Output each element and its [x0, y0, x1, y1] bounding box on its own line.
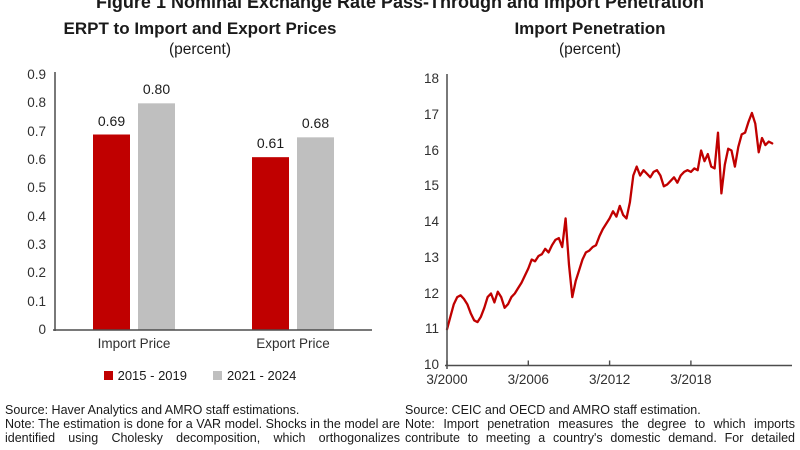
bar-y-tick-label: 0.9 [27, 67, 46, 82]
figure-title: Figure 1 Nominal Exchange Rate Pass-Thro… [95, 0, 705, 12]
bar-y-tick-label: 0.2 [27, 265, 46, 281]
category-label: Import Price [97, 336, 171, 351]
bar-y-tick-label: 0.6 [27, 152, 46, 167]
line-x-tick-label: 3/2006 [507, 372, 549, 387]
bar-y-tick-label: 0.8 [27, 95, 46, 111]
legend-swatch-red [103, 371, 113, 380]
bar-gray-0 [138, 103, 175, 330]
bar-y-tick-label: 0.7 [27, 123, 46, 139]
right-chart-title: Import Penetration [514, 19, 666, 38]
bar-value-label: 0.80 [142, 81, 171, 98]
line-y-tick-label: 15 [423, 178, 439, 194]
line-y-tick-label: 17 [423, 106, 439, 122]
bar-red-0 [93, 134, 130, 330]
category-label: Export Price [256, 336, 330, 351]
left-chart-subtitle: (percent) [168, 41, 232, 58]
bar-gray-1 [297, 137, 334, 330]
line-x-tick-label: 3/2012 [588, 372, 631, 387]
right-panel-header: Import Penetration (percent) [400, 19, 780, 59]
line-x-tick-label: 3/2000 [426, 372, 468, 387]
left-chart-title: ERPT to Import and Export Prices [63, 19, 337, 38]
bar-y-tick-label: 0.3 [27, 237, 46, 252]
left-note-line: Note: The estimation is done for a VAR m… [5, 417, 400, 445]
line-y-tick-label: 14 [423, 214, 439, 229]
bar-value-label: 0.61 [256, 135, 285, 152]
left-source-line: Source: Haver Analytics and AMRO staff e… [5, 403, 300, 417]
import-penetration-line [445, 111, 774, 331]
legend-label-2021-2024: 2021 - 2024 [227, 368, 297, 383]
line-x-tick-label: 3/2018 [670, 372, 712, 387]
bar-value-label: 0.68 [301, 115, 330, 132]
bar-y-tick-label: 0.1 [27, 293, 46, 309]
bar-y-tick-label: 0 [38, 322, 46, 337]
legend-swatch-gray [213, 371, 222, 380]
line-y-tick-label: 12 [423, 285, 439, 301]
bar-y-tick-label: 0.4 [27, 208, 46, 224]
bar-y-tick-label: 0.5 [27, 180, 46, 196]
line-y-tick-label: 11 [424, 321, 439, 337]
right-source-line: Source: CEIC and OECD and AMRO staff est… [405, 403, 701, 417]
left-panel-header: ERPT to Import and Export Prices (percen… [0, 19, 400, 59]
line-y-tick-label: 10 [423, 357, 439, 372]
legend-item-2015-2019: 2015 - 2019 [103, 368, 187, 383]
legend-item-2021-2024: 2021 - 2024 [213, 368, 296, 383]
line-y-tick-label: 18 [423, 71, 439, 86]
bar-chart-legend: 2015 - 2019 2021 - 2024 [0, 368, 400, 383]
bar-red-1 [252, 157, 289, 330]
line-y-tick-label: 13 [423, 249, 439, 265]
right-note-line: Note: Import penetration measures the de… [405, 417, 795, 445]
bar-value-label: 0.69 [97, 112, 126, 129]
line-y-tick-label: 16 [423, 142, 439, 158]
right-chart-subtitle: (percent) [558, 41, 622, 58]
legend-label-2015-2019: 2015 - 2019 [117, 368, 187, 383]
